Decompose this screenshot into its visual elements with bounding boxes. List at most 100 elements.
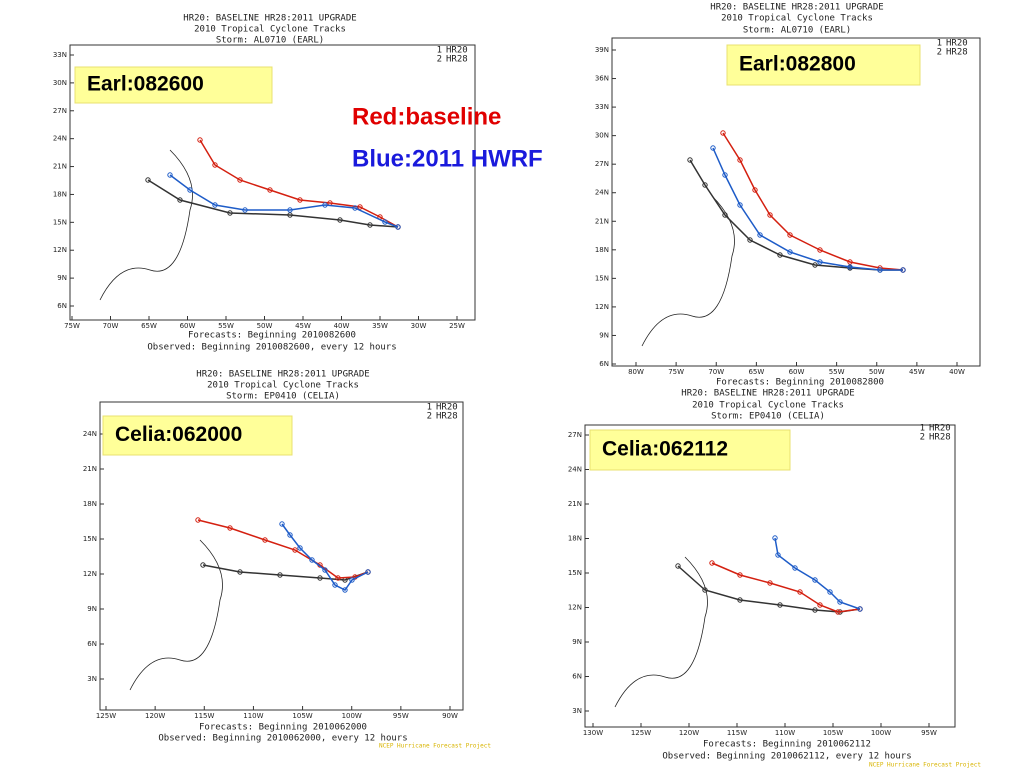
track-point <box>827 589 833 595</box>
track-point <box>835 609 841 615</box>
track-point <box>737 202 743 208</box>
lon-label: 30W <box>411 322 427 330</box>
header-line: 2010 Tropical Cyclone Tracks <box>194 25 346 35</box>
lat-label: 27N <box>53 107 67 115</box>
footer-line: Forecasts: Beginning 2010082800 <box>716 378 884 388</box>
lon-label: 100W <box>342 712 362 720</box>
lat-label: 24N <box>568 466 582 474</box>
legend-marker: 2 <box>427 412 432 422</box>
lat-label: 21N <box>568 500 582 508</box>
lon-label: 120W <box>679 729 699 737</box>
track-point <box>177 197 183 203</box>
track-point <box>227 525 233 531</box>
lon-label: 55W <box>218 322 234 330</box>
lon-label: 95W <box>921 729 937 737</box>
track-point <box>710 145 716 151</box>
lat-label: 18N <box>53 190 67 198</box>
header-line: Storm: AL0710 (EARL) <box>743 26 851 36</box>
track-point <box>237 569 243 575</box>
track-point <box>709 560 715 566</box>
label-box <box>589 429 791 471</box>
lat-label: 18N <box>568 535 582 543</box>
coastline <box>129 539 223 691</box>
credit: NCEP Hurricane Forecast Project <box>379 743 491 750</box>
label-box <box>726 44 921 86</box>
track-point <box>722 172 728 178</box>
legend-name: HR28 <box>929 433 951 443</box>
lat-label: 33N <box>53 51 67 59</box>
track-red <box>197 519 369 579</box>
footer-line: Forecasts: Beginning 2010082600 <box>188 331 356 341</box>
label-box <box>74 66 273 104</box>
track-point <box>187 187 193 193</box>
lon-label: 50W <box>869 368 885 376</box>
header-line: Storm: EP0410 (CELIA) <box>711 412 825 422</box>
lon-label: 60W <box>180 322 196 330</box>
panel-label: Earl:082800 <box>739 53 856 76</box>
header-line: 2010 Tropical Cyclone Tracks <box>721 14 873 24</box>
legend-marker: 1 <box>920 424 925 434</box>
track-point <box>675 563 681 569</box>
track-point <box>817 259 823 265</box>
lon-label: 110W <box>775 729 795 737</box>
track-point <box>817 602 823 608</box>
lon-label: 70W <box>103 322 119 330</box>
track-point <box>737 157 743 163</box>
credit: NCEP Hurricane Forecast Project <box>869 762 981 768</box>
track-point <box>167 172 173 178</box>
lat-label: 21N <box>595 217 609 225</box>
track-point <box>237 177 243 183</box>
legend-name: HR20 <box>446 46 468 56</box>
track-point <box>287 207 293 213</box>
panel-label: Celia:062000 <box>115 423 242 446</box>
lat-label: 9N <box>87 605 97 613</box>
track-point <box>737 597 743 603</box>
legend-marker: 2 <box>920 433 925 443</box>
map-frame <box>611 37 981 367</box>
lon-label: 70W <box>708 368 724 376</box>
lat-label: 9N <box>57 274 67 282</box>
track-black <box>147 179 399 228</box>
panel-label: Earl:082600 <box>87 73 204 96</box>
legend-marker: 1 <box>437 46 442 56</box>
track-point <box>297 197 303 203</box>
header-line: 2010 Tropical Cyclone Tracks <box>692 401 844 411</box>
header-line: Storm: EP0410 (CELIA) <box>226 392 340 402</box>
track-point <box>342 587 348 593</box>
footer-line: Observed: Beginning 2010082600, every 12… <box>147 343 396 353</box>
annotation-hwrf: Blue:2011 HWRF <box>352 145 543 172</box>
track-point <box>227 210 233 216</box>
track-point <box>309 557 315 563</box>
track-blue <box>281 523 369 591</box>
lon-label: 40W <box>949 368 965 376</box>
lon-label: 115W <box>194 712 214 720</box>
track-point <box>787 249 793 255</box>
lat-label: 12N <box>53 246 67 254</box>
footer-line: Forecasts: Beginning 2010062000 <box>199 723 367 733</box>
lat-label: 21N <box>53 163 67 171</box>
track-blue <box>774 537 861 610</box>
lat-label: 18N <box>83 500 97 508</box>
track-point <box>365 569 371 575</box>
coastline <box>99 149 193 301</box>
track-point <box>837 599 843 605</box>
track-point <box>287 212 293 218</box>
track-point <box>279 521 285 527</box>
legend-name: HR20 <box>436 403 458 413</box>
track-point <box>395 224 401 230</box>
track-blue <box>712 147 903 271</box>
track-point <box>687 157 693 163</box>
lat-label: 6N <box>87 640 97 648</box>
track-point <box>367 222 373 228</box>
lon-label: 90W <box>442 712 458 720</box>
track-point <box>382 219 388 225</box>
track-point <box>787 232 793 238</box>
lat-label: 39N <box>595 46 609 54</box>
lon-label: 125W <box>96 712 116 720</box>
track-point <box>267 187 273 193</box>
track-point <box>752 187 758 193</box>
